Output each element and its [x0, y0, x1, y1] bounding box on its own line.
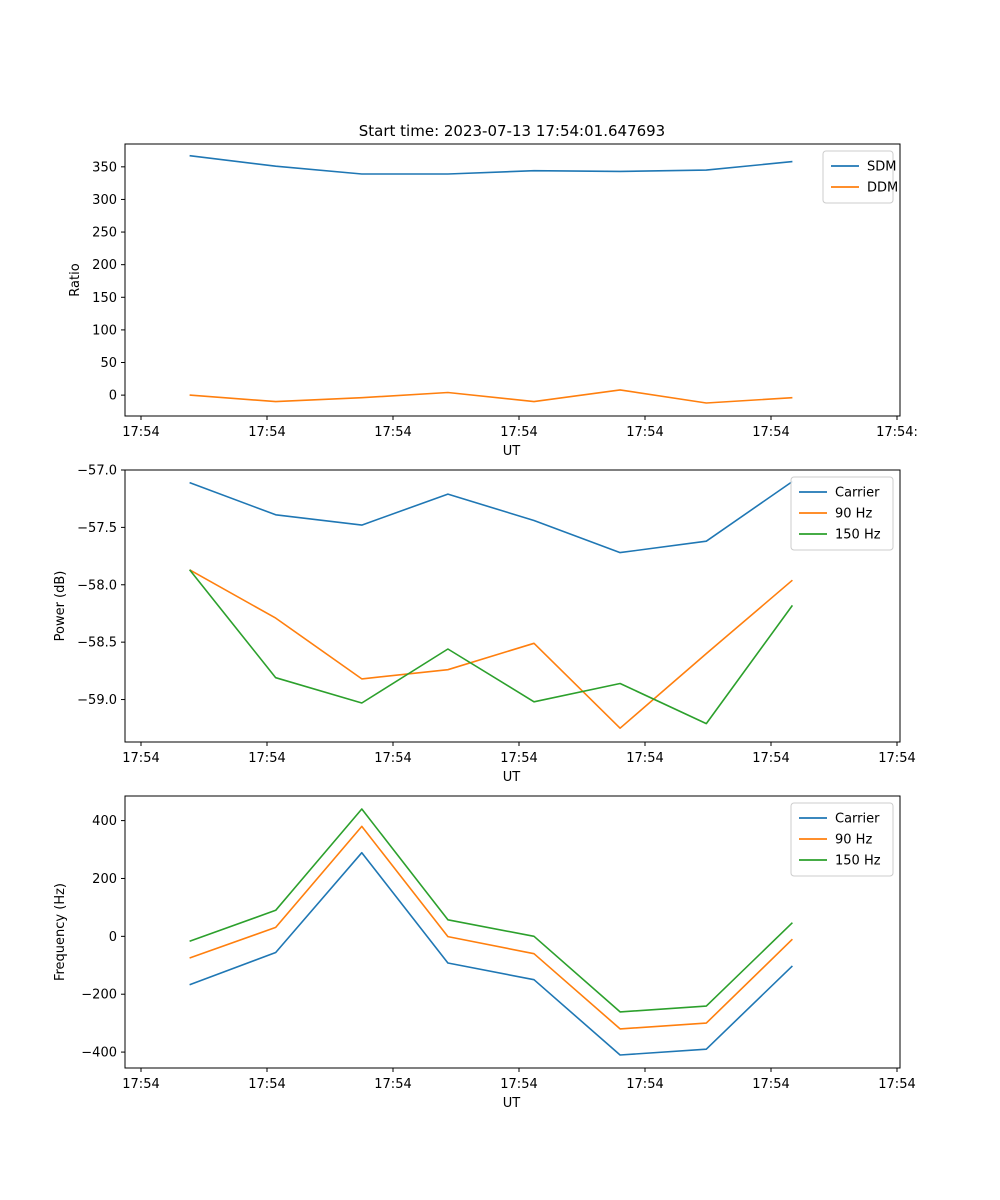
ratio-x-tick-label: 17:54 [500, 425, 537, 440]
power-x-tick-label: 17:54 [122, 751, 159, 766]
ratio-legend-box [822, 150, 894, 204]
ratio-x-axis-label: UT [503, 444, 521, 459]
power-x-tick-label: 17:54 [878, 751, 915, 766]
power-y-tick-label: −59.0 [77, 693, 117, 708]
frequency-series-line-carrier [189, 851, 793, 1056]
frequency-x-tick-label: 17:54 [626, 1077, 663, 1092]
power-y-tick-label: −58.0 [77, 578, 117, 593]
power-y-tick-label: −58.5 [77, 636, 117, 651]
frequency-legend-label: 90 Hz [835, 833, 872, 848]
frequency-legend-label: Carrier [835, 812, 880, 827]
ratio-legend: SDM DDM [822, 150, 898, 204]
ratio-series-line-sdm [189, 154, 793, 175]
frequency-y-tick-label: −400 [81, 1046, 117, 1061]
ratio-x-tick-label: 17:54 [248, 425, 285, 440]
power-x-tick-label: 17:54 [752, 751, 789, 766]
ratio-x-tick-label: 17:54 [122, 425, 159, 440]
frequency-legend-label: 150 Hz [835, 854, 881, 869]
ratio-axes-frame [124, 143, 901, 417]
frequency-x-tick-label: 17:54 [500, 1077, 537, 1092]
ratio-panel: 17:5417:5417:5417:5417:5417:5417:54:17:5… [68, 143, 918, 459]
frequency-y-axis-label: Frequency (Hz) [53, 883, 68, 981]
ratio-legend-label: SDM [867, 160, 896, 175]
power-x-tick-label: 17:54 [500, 751, 537, 766]
ratio-y-tick-label: 350 [92, 160, 117, 175]
power-y-tick-label: −57.0 [77, 464, 117, 479]
power-legend-label: 150 Hz [835, 528, 881, 543]
ratio-x-tick-label: 17:54 [626, 425, 663, 440]
frequency-x-axis-label: UT [503, 1096, 521, 1111]
frequency-y-tick-label: −200 [81, 988, 117, 1003]
power-series-line-90-hz [189, 569, 793, 730]
frequency-x-tick-label: 17:54 [752, 1077, 789, 1092]
frequency-axes-frame [124, 795, 901, 1069]
power-x-axis-label: UT [503, 770, 521, 785]
frequency-series-line-90-hz [189, 825, 793, 1030]
frequency-x-tick-label: 17:54 [374, 1077, 411, 1092]
power-legend-box [790, 476, 894, 551]
ratio-y-axis-label: Ratio [68, 263, 83, 296]
frequency-panel: 17:5417:5417:5417:5417:5417:5417:5417:55… [53, 795, 916, 1111]
frequency-x-tick-label: 17:54 [122, 1077, 159, 1092]
frequency-legend: Carrier 90 Hz 150 Hz [790, 802, 894, 877]
power-legend: Carrier 90 Hz 150 Hz [790, 476, 894, 551]
power-y-axis-label: Power (dB) [53, 571, 68, 642]
ratio-x-tick-label: 17:54: [876, 425, 918, 440]
power-series-line-carrier [189, 480, 793, 554]
frequency-y-tick-label: 400 [92, 814, 117, 829]
frequency-y-tick-label: 0 [109, 930, 117, 945]
frequency-y-tick-label: 200 [92, 872, 117, 887]
power-x-tick-label: 17:54 [626, 751, 663, 766]
ratio-series-line-ddm [189, 389, 793, 404]
power-series-line-150-hz [188, 569, 794, 725]
power-legend-label: Carrier [835, 486, 880, 501]
power-axes-frame [124, 469, 901, 743]
ratio-y-tick-label: 200 [92, 258, 117, 273]
frequency-legend-box [790, 802, 894, 877]
frequency-x-tick-label: 17:54 [248, 1077, 285, 1092]
ratio-x-tick-label: 17:54 [752, 425, 789, 440]
ratio-legend-label: DDM [867, 181, 898, 196]
ratio-y-tick-label: 250 [92, 226, 117, 241]
chart-title: Start time: 2023-07-13 17:54:01.647693 [359, 122, 665, 140]
ratio-y-tick-label: 100 [92, 323, 117, 338]
power-y-tick-label: −57.5 [77, 521, 117, 536]
power-legend-label: 90 Hz [835, 507, 872, 522]
power-x-tick-label: 17:54 [374, 751, 411, 766]
ratio-y-tick-label: 150 [92, 291, 117, 306]
frequency-x-tick-label: 17:54 [878, 1077, 915, 1092]
power-x-tick-label: 17:54 [248, 751, 285, 766]
frequency-series-line-150-hz [189, 808, 793, 1013]
ratio-x-tick-label: 17:54 [374, 425, 411, 440]
ratio-y-tick-label: 300 [92, 193, 117, 208]
power-panel: 17:5417:5417:5417:5417:5417:5417:5417:55… [53, 464, 916, 786]
ratio-y-tick-label: 50 [100, 356, 117, 371]
ratio-y-tick-label: 0 [109, 389, 117, 404]
